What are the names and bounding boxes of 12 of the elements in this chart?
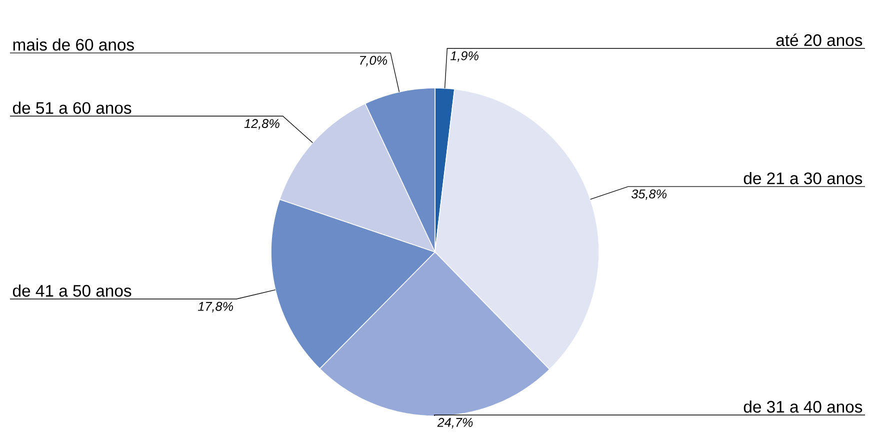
data-label: 35,8% <box>631 189 667 200</box>
data-label: 24,7% <box>437 418 473 428</box>
slice-label: até 20 anos <box>776 34 862 46</box>
slice-label: mais de 60 anos <box>13 38 134 51</box>
slice-label: de 31 a 40 anos <box>744 400 862 413</box>
slice-label: de 51 a 60 anos <box>12 102 132 114</box>
data-label: 1,9% <box>450 51 478 62</box>
slice-label: de 41 a 50 anos <box>12 284 132 297</box>
data-label: 7,0% <box>360 56 388 66</box>
data-label: 12,8% <box>244 119 280 130</box>
slice-label: de 21 a 30 anos <box>744 172 862 184</box>
data-label: 17,8% <box>198 302 234 312</box>
